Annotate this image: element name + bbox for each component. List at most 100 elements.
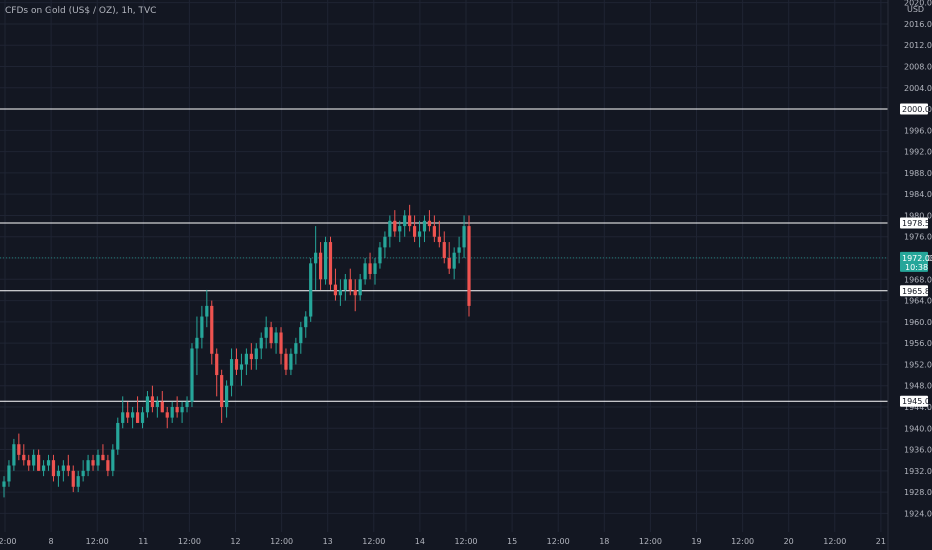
candle: [205, 289, 209, 328]
candle: [279, 327, 283, 365]
candle: [269, 321, 273, 349]
x-tick-label: 14: [415, 537, 425, 546]
candle-body: [111, 449, 115, 471]
candle-body: [37, 454, 41, 471]
y-tick-label: 1952.00: [904, 360, 932, 369]
candle: [373, 258, 377, 285]
candle: [314, 226, 318, 290]
candle: [17, 433, 21, 461]
candle-body: [126, 412, 130, 418]
candles: [2, 204, 471, 498]
candle-body: [408, 215, 412, 227]
candle: [234, 348, 239, 376]
x-tick-label: 21: [876, 537, 886, 546]
candle: [2, 476, 6, 498]
candle-body: [116, 422, 120, 450]
x-tick-label: 8: [49, 537, 54, 546]
candle: [224, 380, 229, 418]
y-tick-label: 1984.00: [904, 190, 932, 199]
candle-body: [447, 258, 451, 269]
candle: [91, 454, 95, 471]
candle-body: [244, 353, 249, 365]
candle: [195, 316, 199, 376]
candle: [71, 465, 75, 493]
candle: [140, 406, 145, 429]
y-tick-label: 2004.00: [904, 84, 932, 93]
candle: [155, 396, 159, 418]
candle-body: [160, 401, 164, 413]
candle: [135, 396, 140, 423]
candle: [333, 268, 338, 301]
candle: [368, 252, 372, 280]
candle: [289, 348, 293, 376]
candle-body: [106, 460, 110, 471]
candle-body: [299, 327, 303, 344]
y-tick-label: 2020.00: [904, 0, 932, 8]
horizontal-levels: [0, 108, 888, 402]
candle-body: [239, 364, 244, 370]
candle: [22, 444, 26, 466]
candle: [417, 220, 422, 248]
candle: [61, 460, 65, 482]
candle: [323, 236, 328, 285]
candle: [106, 454, 110, 477]
candle-body: [363, 263, 367, 280]
candle-body: [398, 226, 402, 232]
candle-body: [185, 401, 189, 407]
candle-body: [403, 215, 407, 227]
y-tick-label: 1940.00: [904, 424, 932, 433]
candle-body: [86, 460, 90, 471]
level-price-label: 1945.08: [902, 397, 932, 406]
candle-body: [41, 465, 46, 471]
candle: [328, 236, 333, 290]
candle: [185, 396, 189, 413]
candle-body: [442, 242, 446, 259]
candle-body: [294, 343, 298, 354]
candle-body: [76, 476, 80, 487]
candle: [239, 353, 244, 386]
candle-body: [279, 332, 283, 354]
candle: [452, 247, 456, 280]
x-tick-label: 19: [691, 537, 701, 546]
y-tick-label: 1936.00: [904, 446, 932, 455]
candle-body: [101, 454, 105, 461]
candle-body: [467, 226, 471, 306]
candle: [284, 348, 288, 376]
level-price-tag: 1978.59: [900, 217, 932, 229]
candle-body: [12, 444, 16, 466]
candle: [403, 210, 407, 237]
candle-body: [284, 353, 288, 370]
candle-body: [462, 226, 466, 248]
chart-title: CFDs on Gold (US$ / OZ), 1h, TVC: [5, 6, 157, 16]
y-tick-label: 1924.00: [904, 509, 932, 518]
candle-body: [422, 220, 427, 232]
last-price-label: 1972.03: [902, 254, 932, 263]
grid: [0, 0, 888, 532]
candle: [101, 444, 105, 461]
y-tick-label: 1976.00: [904, 233, 932, 242]
candle-body: [412, 226, 417, 237]
candle: [358, 273, 362, 301]
y-tick-label: 2016.00: [904, 20, 932, 29]
y-tick-label: 1960.00: [904, 318, 932, 327]
candle-body: [190, 348, 194, 402]
x-tick-label: 12:00: [454, 537, 477, 546]
candle-body: [210, 305, 214, 354]
candle-body: [195, 337, 199, 349]
candle-countdown: 10:38: [905, 263, 928, 272]
candle: [398, 220, 402, 243]
candle: [170, 401, 174, 423]
x-tick-label: 12:00: [547, 537, 570, 546]
x-tick-label: 18: [599, 537, 609, 546]
candle: [37, 449, 41, 471]
time-axis[interactable]: 12:00 8 12:00 11 12:00 12 12:00 13 12:00 14 12:00 1…: [0, 537, 886, 546]
candle-body: [348, 279, 352, 290]
candle-body: [388, 220, 392, 237]
candle-body: [17, 444, 21, 455]
candle-body: [353, 289, 357, 296]
candle-body: [333, 284, 338, 296]
candle: [467, 215, 471, 317]
